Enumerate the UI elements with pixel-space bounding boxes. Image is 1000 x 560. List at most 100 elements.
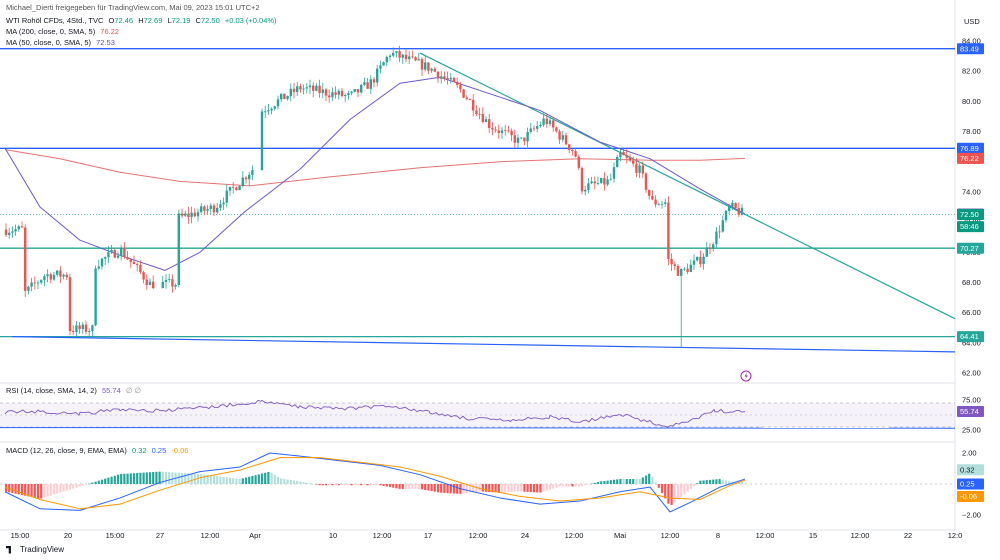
candle-body — [436, 71, 440, 79]
time-tick-label: 15:00 — [106, 531, 125, 540]
macd-histogram-bar — [100, 479, 104, 484]
candle — [689, 259, 692, 273]
candle — [363, 77, 366, 87]
candle-body — [196, 212, 200, 217]
macd-histogram-bar — [97, 480, 100, 484]
macd-histogram-bar — [206, 475, 209, 484]
candle-body — [648, 189, 651, 196]
candle — [334, 86, 337, 99]
macd-histogram-bar — [548, 484, 552, 490]
candle-body — [612, 167, 616, 179]
candle-body — [532, 128, 536, 130]
candle — [491, 122, 494, 136]
candle — [564, 132, 568, 146]
candle-body — [692, 260, 696, 265]
candle — [30, 277, 33, 292]
candle-body — [180, 213, 184, 216]
candle — [561, 130, 564, 143]
candle-body — [209, 205, 212, 210]
price-level-badge: 76.89 — [960, 144, 979, 153]
candle-body — [395, 51, 398, 53]
candle-body — [308, 85, 312, 88]
candle-body — [30, 282, 33, 287]
candle — [337, 89, 340, 100]
macd-histogram-bar — [344, 484, 347, 486]
logo-text: TradingView — [20, 545, 65, 554]
candle-body — [526, 131, 529, 142]
macd-histogram-bar — [417, 484, 420, 489]
candle-body — [660, 203, 664, 205]
candle — [104, 256, 107, 265]
macd-histogram-bar — [472, 484, 475, 493]
candle — [136, 262, 139, 272]
macd-histogram-bar — [651, 477, 654, 484]
macd-histogram-bar — [712, 479, 715, 484]
candle-body — [731, 203, 734, 207]
candle-body — [238, 186, 241, 191]
candle — [65, 272, 68, 281]
macd-histogram-bar — [24, 484, 27, 496]
macd-histogram-bar — [238, 478, 241, 484]
candle-body — [385, 56, 388, 63]
candle-body — [401, 54, 404, 58]
macd-histogram-bar — [433, 484, 436, 492]
candle — [430, 67, 433, 73]
time-tick-label: 12:00 — [201, 531, 220, 540]
candle — [660, 200, 664, 209]
candle — [648, 189, 651, 200]
candle-body — [174, 285, 177, 287]
candle — [312, 82, 315, 98]
macd-histogram-bar — [462, 484, 465, 494]
candle — [536, 121, 539, 133]
candle — [606, 175, 609, 187]
rsi-legend: RSI (14, close, SMA, 14, 2) 55.74 ∅ ∅ — [6, 386, 141, 395]
macd-histogram-bar — [721, 479, 724, 484]
macd-histogram-bar — [209, 475, 212, 484]
candle — [692, 254, 696, 270]
candle — [571, 149, 574, 156]
candle-body — [164, 279, 168, 282]
currency-label: USD — [964, 17, 980, 26]
candle — [420, 57, 424, 77]
candle — [120, 244, 123, 261]
macd-histogram-bar — [673, 484, 676, 503]
price-tick-label: 62.00 — [962, 369, 981, 378]
macd-histogram-bar — [225, 477, 228, 484]
candle — [331, 87, 334, 101]
macd-histogram-bar — [465, 484, 468, 494]
macd-histogram-bar — [577, 484, 580, 487]
candle-body — [529, 128, 532, 132]
candle — [398, 45, 401, 63]
candle — [654, 195, 657, 208]
attribution-text: Michael_Dierti freigegeben für TradingVi… — [6, 3, 260, 12]
candle — [500, 126, 504, 139]
macd-legend: MACD (12, 26, close, 9, EMA, EMA) 0.32 0… — [6, 446, 188, 455]
candle — [481, 107, 484, 124]
candle — [17, 224, 20, 232]
macd-histogram-bar — [235, 478, 238, 484]
candle-body — [321, 89, 324, 93]
candle-body — [440, 76, 443, 79]
candle-body — [452, 77, 456, 82]
candle — [49, 272, 52, 284]
macd-histogram-bar — [632, 479, 635, 484]
candle — [46, 269, 49, 283]
candle — [81, 321, 84, 334]
macd-histogram-bar — [488, 484, 491, 493]
candle — [545, 114, 548, 128]
time-tick-label: 22 — [904, 531, 912, 540]
candle — [385, 55, 388, 67]
price-level-badge-bg — [957, 142, 984, 154]
candle-body — [539, 124, 542, 127]
candle — [446, 71, 449, 85]
price-level-badge-bg — [957, 242, 984, 254]
candle — [427, 62, 430, 74]
macd-histogram-bar — [257, 474, 260, 484]
tradingview-logo[interactable]: TradingView — [6, 545, 64, 554]
candle — [145, 274, 148, 290]
macd-histogram-bar — [129, 473, 132, 484]
candle-body — [75, 325, 78, 333]
macd-histogram-bar — [561, 484, 564, 487]
rsi-tick-label: 75.00 — [962, 396, 981, 405]
